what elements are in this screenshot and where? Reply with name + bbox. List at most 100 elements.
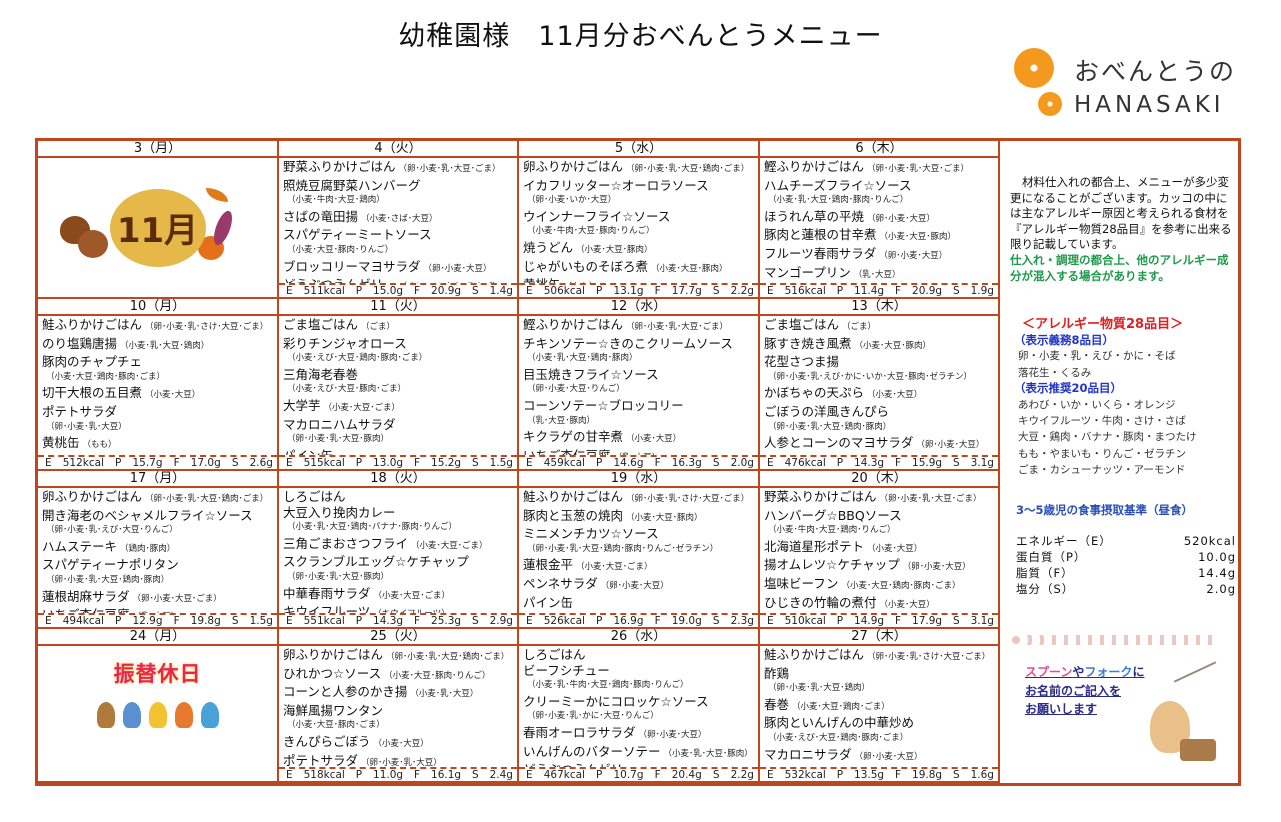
standard-row: エネルギー（E） 520kcal: [1016, 533, 1236, 549]
standard-label: エネルギー（E）: [1016, 533, 1112, 548]
menu-item: 焼うどん （小麦･大豆･豚肉）: [523, 240, 755, 259]
menu-item: ハンバーグ☆BBQソース （小麦･牛肉･大豆･鶏肉･りんご）: [764, 508, 995, 539]
recommended-title: （表示推奨20品目）: [1014, 381, 1123, 395]
allergen-list: （小麦･乳･大豆）: [410, 689, 479, 700]
nutrition-key-E: E: [286, 769, 293, 781]
allergen-list: （卵･小麦･乳･大豆･豚肉）: [287, 434, 390, 445]
menu-item: 照焼豆腐野菜ハンバーグ （小麦･牛肉･大豆･鶏肉）: [283, 178, 514, 209]
menu-items: 卵ふりかけごはん （卵･小麦･乳･大豆･鶏肉･ごま） ひれかつ☆ソース （小麦･大豆･…: [279, 646, 517, 767]
standard-value: 10.0g: [1198, 549, 1236, 564]
allergen-list: （卵･小麦･大豆）: [600, 580, 669, 591]
name-request: スプーンやフォークに お名前のご記入を お願いします: [1025, 663, 1144, 719]
nutrition-value-S: 3.1g: [970, 615, 994, 627]
month-badge-lettering: 11月: [109, 188, 206, 267]
menu-items: 野菜ふりかけごはん （卵･小麦･乳･大豆･ごま） 照焼豆腐野菜ハンバーグ （小麦･牛肉…: [279, 158, 517, 283]
nutrition-key-F: F: [414, 615, 421, 627]
menu-item: いちご杏仁豆腐（乳･大豆）: [42, 607, 274, 613]
menu-item: 鮭ふりかけごはん （卵･小麦･乳･さけ･大豆･ごま）: [523, 489, 755, 508]
nutrition-key-F: F: [895, 615, 902, 627]
allergen-list: （小麦･大豆）: [867, 543, 923, 554]
nutrition-value-P: 15.0g: [373, 285, 404, 297]
menu-item: 黄桃缶（もも）: [42, 435, 274, 454]
allergen-list: （小麦･大豆）: [145, 390, 201, 401]
menu-item: のり塩鶏唐揚 （小麦･乳･大豆･鶏肉）: [42, 336, 274, 355]
nutrition-key-F: F: [414, 769, 421, 781]
menu-item: 鰹ふりかけごはん （卵･小麦･乳･大豆･ごま）: [523, 317, 755, 336]
menu-item: 彩りチンジャオロース （小麦･えび･大豆･鶏肉･豚肉･ごま）: [283, 336, 514, 367]
dish-name: スクランブルエッグ☆ケチャップ: [283, 554, 469, 570]
nutrition-value-F: 15.2g: [431, 457, 462, 469]
nutrition-row: E 511kcal P 15.0g F 20.9g S 1.4g: [279, 283, 517, 297]
allergen-list: （ごま）: [361, 322, 396, 332]
animals-illustration: [96, 702, 219, 728]
dish-name: 北海道星形ポテト: [764, 538, 865, 554]
day-cell: 19（水） 鮭ふりかけごはん （卵･小麦･乳･さけ･大豆･ごま） 豚肉と玉葱の焼肉 （小…: [519, 471, 760, 629]
allergen-list: （卵･小麦･いか･大豆）: [527, 195, 617, 206]
menu-item: ひれかつ☆ソース （小麦･大豆･豚肉･りんご）: [283, 666, 514, 685]
nutrition-row: E 551kcal P 14.3g F 25.3g S 2.9g: [279, 613, 517, 627]
dish-name: しろごはん: [283, 489, 346, 504]
nutrition-key-E: E: [286, 285, 293, 297]
menu-item: 卵ふりかけごはん （卵･小麦･乳･大豆･鶏肉･ごま）: [42, 489, 274, 508]
allergen-list: （卵･小麦･乳･大豆･鶏肉）: [768, 683, 871, 694]
chestnut-icon: [78, 230, 108, 258]
nutrition-key-F: F: [895, 285, 902, 297]
day-cell: 11（火） ごま塩ごはん （ごま） 彩りチンジャオロース （小麦･えび･大豆･鶏肉･豚肉…: [279, 299, 519, 471]
nutrition-value-F: 15.9g: [912, 457, 943, 469]
menu-item: コーンソテー☆ブロッコリー （乳･大豆･豚肉）: [523, 398, 755, 429]
dish-name: いんげんのバターソテー: [523, 743, 661, 759]
menu-item: 塩味ビーフン （小麦･大豆･鶏肉･豚肉･ごま）: [764, 576, 995, 595]
day-cell: 3（月） 11月: [38, 141, 279, 299]
day-date: 12（水）: [519, 299, 758, 316]
allergen-list: （乳･大豆･豚肉）: [527, 415, 596, 426]
menu-item: ごま塩ごはん （ごま）: [764, 317, 995, 336]
dish-name: ハムステーキ: [42, 538, 118, 554]
nutrition-key-F: F: [895, 769, 902, 781]
nutrition-row: E 494kcal P 12.9g F 19.8g S 1.5g: [38, 613, 277, 627]
request-line3: お願いします: [1025, 702, 1098, 716]
nutrition-row: E 467kcal P 10.7g F 20.4g S 2.2g: [519, 767, 758, 781]
nutrition-key-S: S: [472, 285, 479, 297]
standard-title: 3～5歳児の食事摂取基準（昼食）: [1016, 503, 1194, 517]
allergen-list: （卵･小麦･大豆）: [916, 440, 985, 451]
menu-item: いんげんのバターソテー （小麦･乳･大豆･豚肉）: [523, 744, 755, 763]
dish-name: 蓮根金平: [523, 557, 574, 573]
menu-item: 大学芋 （小麦･大豆･ごま）: [283, 398, 514, 417]
nutrition-row: E 512kcal P 15.7g F 17.0g S 2.6g: [38, 455, 277, 469]
allergen-list: （ごま）: [842, 322, 877, 332]
nutrition-row: E 506kcal P 13.1g F 17.7g S 2.2g: [519, 283, 758, 297]
tree-stump-icon: [1180, 739, 1216, 761]
allergen-list: （小麦･乳･牛肉･大豆･鶏肉･豚肉･りんご）: [527, 680, 689, 691]
allergen-list: （卵･小麦･乳･大豆･豚肉）: [287, 571, 390, 582]
allergen-list: （卵･小麦･乳･大豆）: [46, 421, 127, 432]
dish-name: 豚肉と蓮根の甘辛煮: [764, 227, 877, 243]
nutrition-key-E: E: [286, 457, 293, 469]
nutrition-value-F: 17.0g: [190, 457, 221, 469]
menu-items: しろごはん ビーフシチュー （小麦･乳･牛肉･大豆･鶏肉･豚肉･りんご） クリーミーか…: [519, 646, 758, 767]
nutrition-value-S: 2.3g: [730, 615, 754, 627]
allergen-list: （卵･小麦･大豆）: [867, 213, 936, 224]
notice: 材料仕入れの都合上、メニューが多少変更になることがございます。カッコの中には主な…: [1010, 175, 1238, 284]
menu-item: きんぴらごぼう （小麦･大豆）: [283, 734, 514, 753]
nutrition-value-S: 1.9g: [970, 285, 994, 297]
menu-item: キウイフルーツ（キウイフルーツ）: [283, 604, 514, 613]
dish-name: 豚すき焼き風煮: [764, 335, 852, 351]
dish-name: 黄桃缶: [523, 277, 561, 283]
nutrition-value-F: 20.9g: [912, 285, 943, 297]
nutrition-value-P: 11.4g: [854, 285, 885, 297]
dish-name: ポテトサラダ: [283, 752, 359, 767]
dish-name: ひれかつ☆ソース: [283, 665, 382, 681]
allergen-list: （小麦･大豆･鶏肉･豚肉･ごま）: [841, 580, 961, 591]
nutrition-row: E 515kcal P 13.0g F 15.2g S 1.5g: [279, 455, 517, 469]
day-cell: 18（火） しろごはん 大豆入り挽肉カレー （小麦･乳･大豆･鶏肉･バナナ･豚肉･りん…: [279, 471, 519, 629]
dish-name: 大学芋: [283, 397, 321, 413]
menu-item: かぼちゃの天ぷら （小麦･大豆）: [764, 385, 995, 404]
dish-name: いちご杏仁豆腐: [523, 448, 611, 455]
menu-item: 三角海老春巻 （小麦･えび･大豆･豚肉･ごま）: [283, 367, 514, 398]
menu-item: イカフリッター☆オーロラソース （卵･小麦･いか･大豆）: [523, 178, 755, 209]
allergen-list: （小麦･大豆･ごま）: [411, 540, 488, 551]
menu-item: ほうれん草の平焼 （卵･小麦･大豆）: [764, 209, 995, 228]
dish-name: 豚肉のチャプチェ: [42, 354, 142, 370]
nutrition-key-F: F: [414, 457, 421, 469]
menu-item: 豚すき焼き風煮 （小麦･大豆･豚肉）: [764, 336, 995, 355]
